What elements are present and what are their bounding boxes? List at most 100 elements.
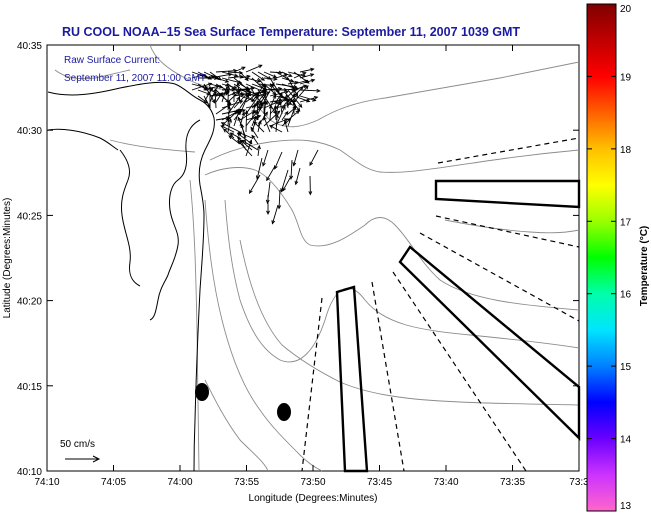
current-vector-head	[282, 187, 286, 192]
current-vector	[237, 137, 253, 151]
current-vector-head	[284, 110, 289, 116]
current-vector-head	[222, 128, 228, 133]
current-vector	[293, 95, 310, 102]
current-vector-head	[294, 87, 300, 92]
current-vector	[287, 81, 298, 85]
y-axis: 40:35 40:30 40:25 40:20 40:15 40:10 Latitude …	[2, 41, 579, 478]
current-vector	[233, 66, 246, 73]
current-vector	[251, 100, 262, 109]
current-vector	[299, 73, 314, 79]
x-tick-label: 73:55	[234, 477, 259, 488]
current-vector-head	[241, 139, 246, 144]
coastline	[47, 81, 215, 472]
current-vector-head	[312, 97, 317, 102]
current-vector-head	[310, 78, 316, 83]
x-tick-label: 74:05	[101, 477, 126, 488]
current-vector	[275, 106, 286, 127]
current-vector	[269, 91, 289, 97]
current-vector	[282, 177, 291, 192]
scale-vector-label: 50 cm/s	[60, 439, 95, 450]
current-vector	[209, 73, 232, 79]
current-vector-head	[241, 66, 246, 71]
current-vector-head	[255, 100, 260, 105]
current-vector	[209, 88, 217, 103]
current-vector-head	[207, 82, 213, 87]
scale-vector: 50 cm/s	[60, 439, 101, 463]
current-vector	[245, 83, 266, 93]
current-vector	[230, 132, 241, 139]
current-vector-head	[270, 82, 275, 87]
current-vector-head	[289, 175, 294, 180]
current-vector-head	[292, 162, 297, 167]
current-vector	[275, 92, 283, 103]
current-vector	[281, 89, 296, 103]
current-vector-head	[274, 165, 278, 170]
current-vector-head	[276, 100, 281, 106]
current-vector	[215, 77, 229, 83]
colorbar-tick-label: 18	[620, 145, 632, 156]
current-vector	[287, 89, 303, 108]
current-vector	[309, 149, 319, 166]
current-vector	[215, 92, 223, 103]
current-vector-head	[262, 162, 266, 167]
current-vector-head	[268, 104, 273, 109]
current-vector	[269, 77, 280, 94]
y-tick-label: 40:20	[17, 297, 42, 308]
map-frame	[46, 44, 580, 472]
current-vector	[290, 159, 293, 179]
current-vector	[251, 71, 265, 81]
current-vector	[299, 89, 320, 92]
current-vector-head	[208, 85, 212, 91]
current-vector-head	[256, 79, 262, 83]
current-vector	[281, 71, 292, 77]
current-vector	[220, 125, 235, 133]
current-vector-head	[263, 115, 267, 121]
current-vector	[227, 91, 240, 103]
current-vector	[227, 71, 243, 74]
current-vector-head	[289, 78, 295, 83]
current-vector	[239, 83, 250, 91]
separation-zone-lines	[301, 137, 580, 472]
x-tick-label: 73:45	[367, 477, 392, 488]
current-vector	[203, 75, 215, 79]
current-vector	[293, 84, 307, 91]
current-vector-head	[292, 101, 296, 106]
current-vector	[221, 71, 238, 77]
current-vector	[256, 101, 259, 121]
x-tick-label: 73:40	[433, 477, 458, 488]
current-vector	[238, 131, 253, 139]
current-vector-head	[220, 122, 226, 126]
current-vector	[275, 101, 280, 115]
current-vector	[293, 149, 299, 166]
x-axis-label: Longitude (Degrees:Minutes)	[249, 493, 378, 504]
current-vector	[215, 70, 237, 73]
annotation-line-2: September 11, 2007 11:00 GMT	[64, 73, 206, 84]
current-vector-head	[228, 135, 233, 140]
current-vector	[266, 165, 276, 181]
shipping-lane-south	[335, 285, 369, 473]
current-vector	[257, 71, 272, 80]
current-vector	[287, 77, 298, 97]
current-vector	[251, 90, 266, 97]
current-vector	[233, 110, 240, 127]
current-vector-head	[275, 113, 279, 119]
current-vector	[221, 83, 229, 103]
current-vector-head	[237, 80, 243, 85]
current-vector-head	[262, 93, 267, 98]
current-vector	[245, 95, 259, 115]
current-vector	[299, 95, 316, 102]
x-tick-label: 74:10	[34, 477, 59, 488]
current-vector	[227, 108, 240, 121]
current-vector	[251, 83, 266, 103]
current-vector	[214, 93, 217, 109]
current-vector-head	[250, 126, 255, 131]
annotation-line-1: Raw Surface Current:	[64, 55, 160, 66]
current-vector	[239, 71, 249, 81]
current-vector-head	[309, 161, 314, 167]
current-vector-head	[253, 121, 258, 126]
buoy-marker-east	[277, 403, 291, 421]
current-vector	[257, 145, 260, 157]
current-vector-head	[233, 73, 239, 78]
x-tick-label: 73:35	[500, 477, 525, 488]
current-vector	[280, 169, 289, 192]
